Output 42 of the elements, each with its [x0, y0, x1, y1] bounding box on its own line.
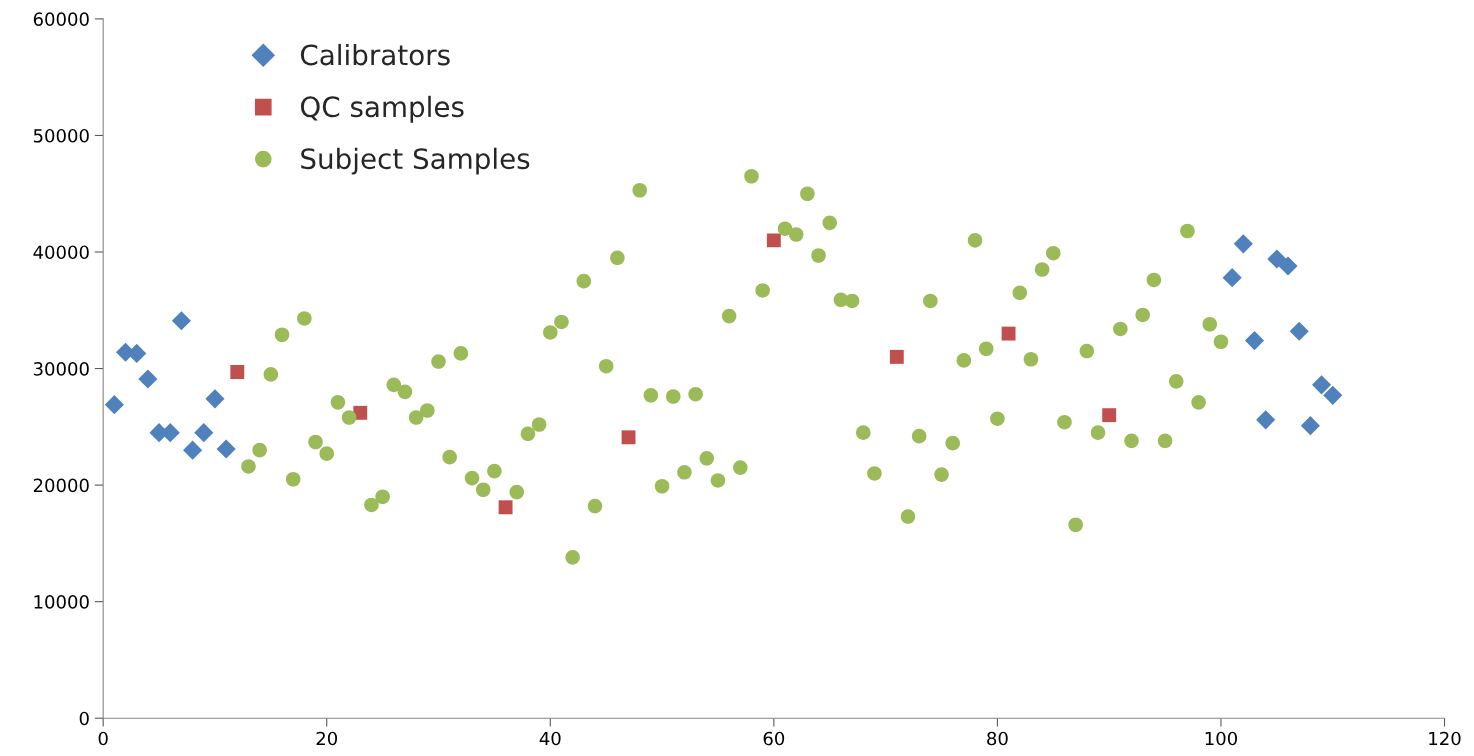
y-tick-label: 60000 — [33, 12, 89, 27]
point — [1278, 256, 1298, 276]
x-tick-label: 100 — [1205, 731, 1237, 746]
point — [205, 389, 225, 409]
x-tick-label: 20 — [316, 731, 338, 746]
point — [216, 439, 236, 459]
point — [766, 233, 781, 248]
x-tick-label: 60 — [763, 731, 785, 746]
x-tick-label: 0 — [98, 731, 108, 746]
point — [1311, 375, 1332, 395]
point — [1256, 410, 1276, 430]
point — [138, 369, 158, 389]
point — [1267, 249, 1287, 269]
legend-label: Subject Samples — [301, 147, 530, 175]
point — [1102, 408, 1117, 423]
legend-label: QC samples — [300, 95, 464, 123]
point — [498, 500, 513, 515]
point — [1233, 234, 1253, 254]
point — [1244, 331, 1265, 351]
point — [1222, 268, 1242, 288]
y-tick-label: 20000 — [33, 478, 89, 493]
point — [183, 440, 203, 460]
point — [621, 430, 636, 445]
y-tick-label: 10000 — [34, 595, 89, 609]
y-tick-label: 0 — [79, 711, 89, 726]
point — [194, 423, 214, 443]
x-tick-label: 80 — [987, 731, 1008, 746]
x-tick-label: 40 — [539, 731, 561, 746]
point — [230, 365, 245, 379]
point — [1300, 416, 1320, 436]
y-tick-label: 40000 — [33, 245, 89, 260]
y-tick-label: 30000 — [33, 362, 89, 376]
point — [171, 311, 191, 331]
point — [127, 343, 147, 363]
point — [104, 395, 124, 415]
point — [1323, 385, 1343, 405]
point — [1001, 326, 1016, 341]
point — [889, 349, 904, 364]
x-tick-label: 120 — [1429, 731, 1461, 746]
y-tick-label: 50000 — [33, 128, 89, 143]
legend-label: Calibrators — [300, 43, 450, 66]
point — [1289, 321, 1309, 341]
